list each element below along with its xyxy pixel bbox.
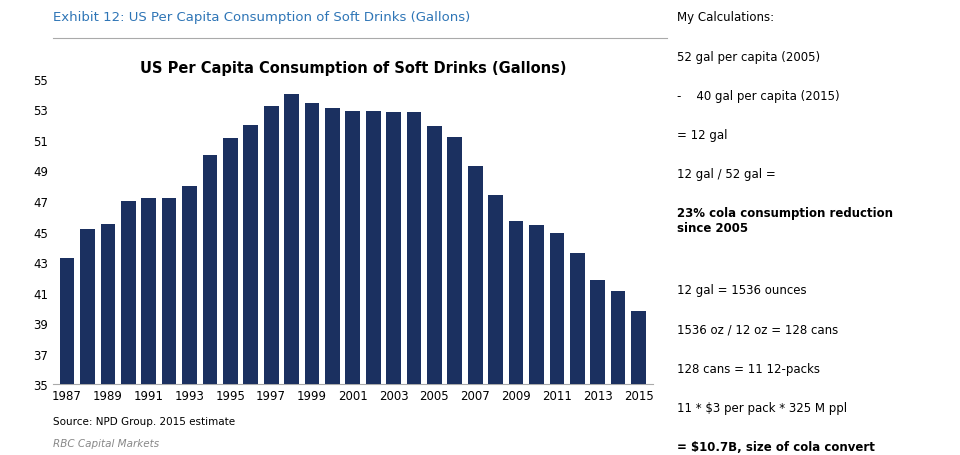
- Bar: [223, 139, 238, 455]
- Bar: [407, 113, 421, 455]
- Bar: [162, 198, 177, 455]
- Bar: [611, 292, 626, 455]
- Text: 52 gal per capita (2005): 52 gal per capita (2005): [677, 51, 820, 64]
- Text: 128 cans = 11 12-packs: 128 cans = 11 12-packs: [677, 362, 820, 375]
- Bar: [427, 127, 442, 455]
- Title: US Per Capita Consumption of Soft Drinks (Gallons): US Per Capita Consumption of Soft Drinks…: [139, 61, 566, 76]
- Bar: [489, 196, 503, 455]
- Text: 1536 oz / 12 oz = 128 cans: 1536 oz / 12 oz = 128 cans: [677, 323, 838, 336]
- Bar: [509, 222, 523, 455]
- Text: 11 * \$3 per pack * 325 M ppl: 11 * \$3 per pack * 325 M ppl: [677, 401, 847, 414]
- Text: = \$10.7B, size of cola convert
market: = \$10.7B, size of cola convert market: [677, 440, 875, 455]
- Text: My Calculations:: My Calculations:: [677, 11, 774, 25]
- Bar: [590, 281, 605, 455]
- Bar: [244, 125, 258, 455]
- Bar: [284, 95, 299, 455]
- Text: RBC Capital Markets: RBC Capital Markets: [53, 438, 159, 448]
- Bar: [529, 226, 543, 455]
- Bar: [468, 167, 483, 455]
- Bar: [101, 224, 115, 455]
- Text: Exhibit 12: US Per Capita Consumption of Soft Drinks (Gallons): Exhibit 12: US Per Capita Consumption of…: [53, 11, 470, 25]
- Bar: [346, 111, 360, 455]
- Text: -    40 gal per capita (2015): - 40 gal per capita (2015): [677, 90, 839, 103]
- Bar: [325, 109, 340, 455]
- Bar: [141, 198, 156, 455]
- Bar: [182, 186, 197, 455]
- Bar: [570, 253, 585, 455]
- Bar: [631, 311, 646, 455]
- Text: Source: NPD Group. 2015 estimate: Source: NPD Group. 2015 estimate: [53, 416, 235, 426]
- Bar: [447, 137, 462, 455]
- Text: 12 gal = 1536 ounces: 12 gal = 1536 ounces: [677, 283, 806, 297]
- Bar: [264, 107, 278, 455]
- Bar: [549, 233, 564, 455]
- Text: 23% cola consumption reduction
since 2005: 23% cola consumption reduction since 200…: [677, 207, 893, 235]
- Bar: [304, 104, 320, 455]
- Bar: [386, 113, 401, 455]
- Bar: [121, 202, 135, 455]
- Bar: [366, 111, 380, 455]
- Bar: [203, 156, 217, 455]
- Bar: [80, 229, 95, 455]
- Text: 12 gal / 52 gal =: 12 gal / 52 gal =: [677, 168, 776, 181]
- Bar: [60, 258, 75, 455]
- Text: = 12 gal: = 12 gal: [677, 129, 728, 142]
